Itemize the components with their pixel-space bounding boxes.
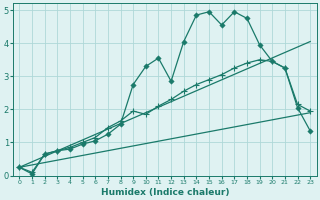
X-axis label: Humidex (Indice chaleur): Humidex (Indice chaleur) (100, 188, 229, 197)
